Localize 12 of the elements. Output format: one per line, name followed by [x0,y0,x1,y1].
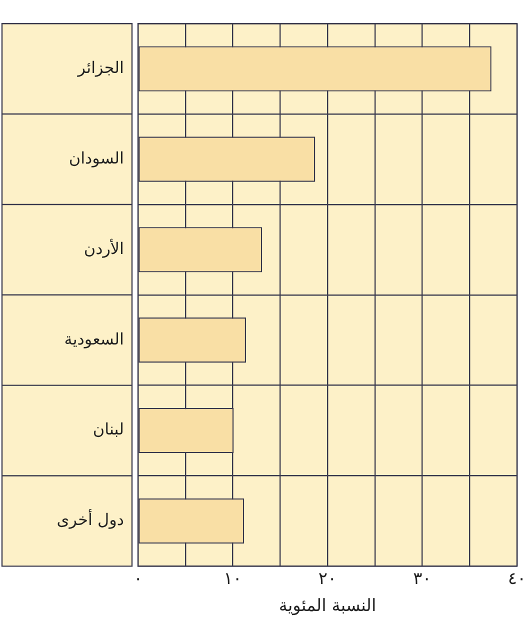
y-tick-label: لبنان [92,420,124,439]
y-tick-label: السعودية [64,329,124,348]
x-tick-label: ٤٠ [508,568,526,589]
y-tick-label: الأردن [84,238,124,258]
x-axis-title: النسبة المئوية [278,596,376,616]
y-tick-label: السودان [68,148,124,168]
y-tick-label: الجزائر [76,58,124,77]
y-tick-label: دول أخرى [56,509,124,530]
x-tick-label: ٢٠ [318,568,337,589]
x-tick-label: ٠ [133,568,143,589]
x-tick-label: ١٠ [224,568,242,589]
x-tick-label: ٣٠ [413,568,432,589]
